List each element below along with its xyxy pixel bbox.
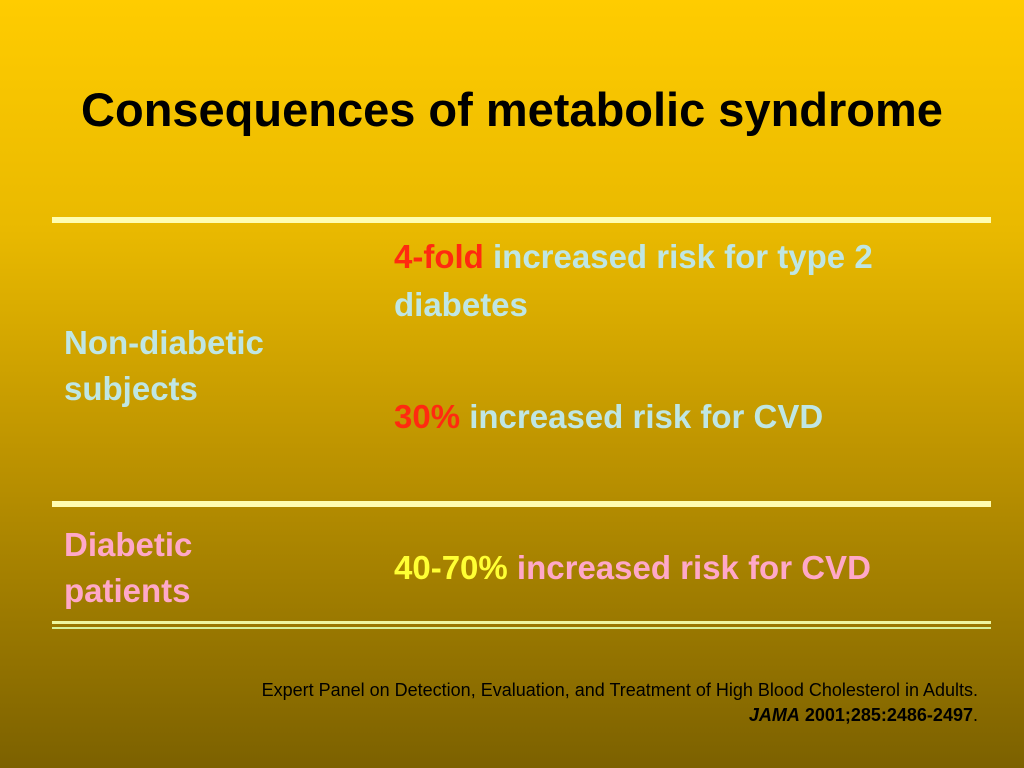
table-bottom-rule-secondary xyxy=(52,627,991,629)
row-label-line: Non-diabetic xyxy=(64,324,264,361)
risk-statement-cvd: 30% increased risk for CVD xyxy=(394,393,994,441)
row-label-diabetic: Diabetic patients xyxy=(64,522,192,614)
risk-text: increased risk for type 2 diabetes xyxy=(394,238,873,323)
citation-source: Expert Panel on Detection, Evaluation, a… xyxy=(261,680,978,700)
citation-journal: JAMA xyxy=(748,705,800,725)
risk-text: increased risk for CVD xyxy=(460,398,824,435)
citation-reference-line: JAMA 2001;285:2486-2497. xyxy=(40,703,978,728)
table-bottom-rule xyxy=(52,621,991,624)
row-label-line: subjects xyxy=(64,370,198,407)
table-middle-rule xyxy=(52,501,991,507)
row-label-line: Diabetic xyxy=(64,526,193,563)
row-label-line: patients xyxy=(64,572,191,609)
slide-title: Consequences of metabolic syndrome xyxy=(81,83,943,136)
citation: Expert Panel on Detection, Evaluation, a… xyxy=(40,678,978,728)
risk-value: 4-fold xyxy=(394,238,484,275)
table-top-rule xyxy=(52,217,991,223)
risk-statement-diabetic-cvd: 40-70% increased risk for CVD xyxy=(394,544,994,592)
risk-text: increased risk for CVD xyxy=(507,549,871,586)
row-label-non-diabetic: Non-diabetic subjects xyxy=(64,320,264,412)
citation-reference: 2001;285:2486-2497 xyxy=(799,705,973,725)
risk-statement-diabetes: 4-fold increased risk for type 2 diabete… xyxy=(394,233,994,329)
risk-value: 40-70% xyxy=(394,549,508,586)
risk-value: 30% xyxy=(394,398,461,435)
citation-end: . xyxy=(972,705,978,725)
